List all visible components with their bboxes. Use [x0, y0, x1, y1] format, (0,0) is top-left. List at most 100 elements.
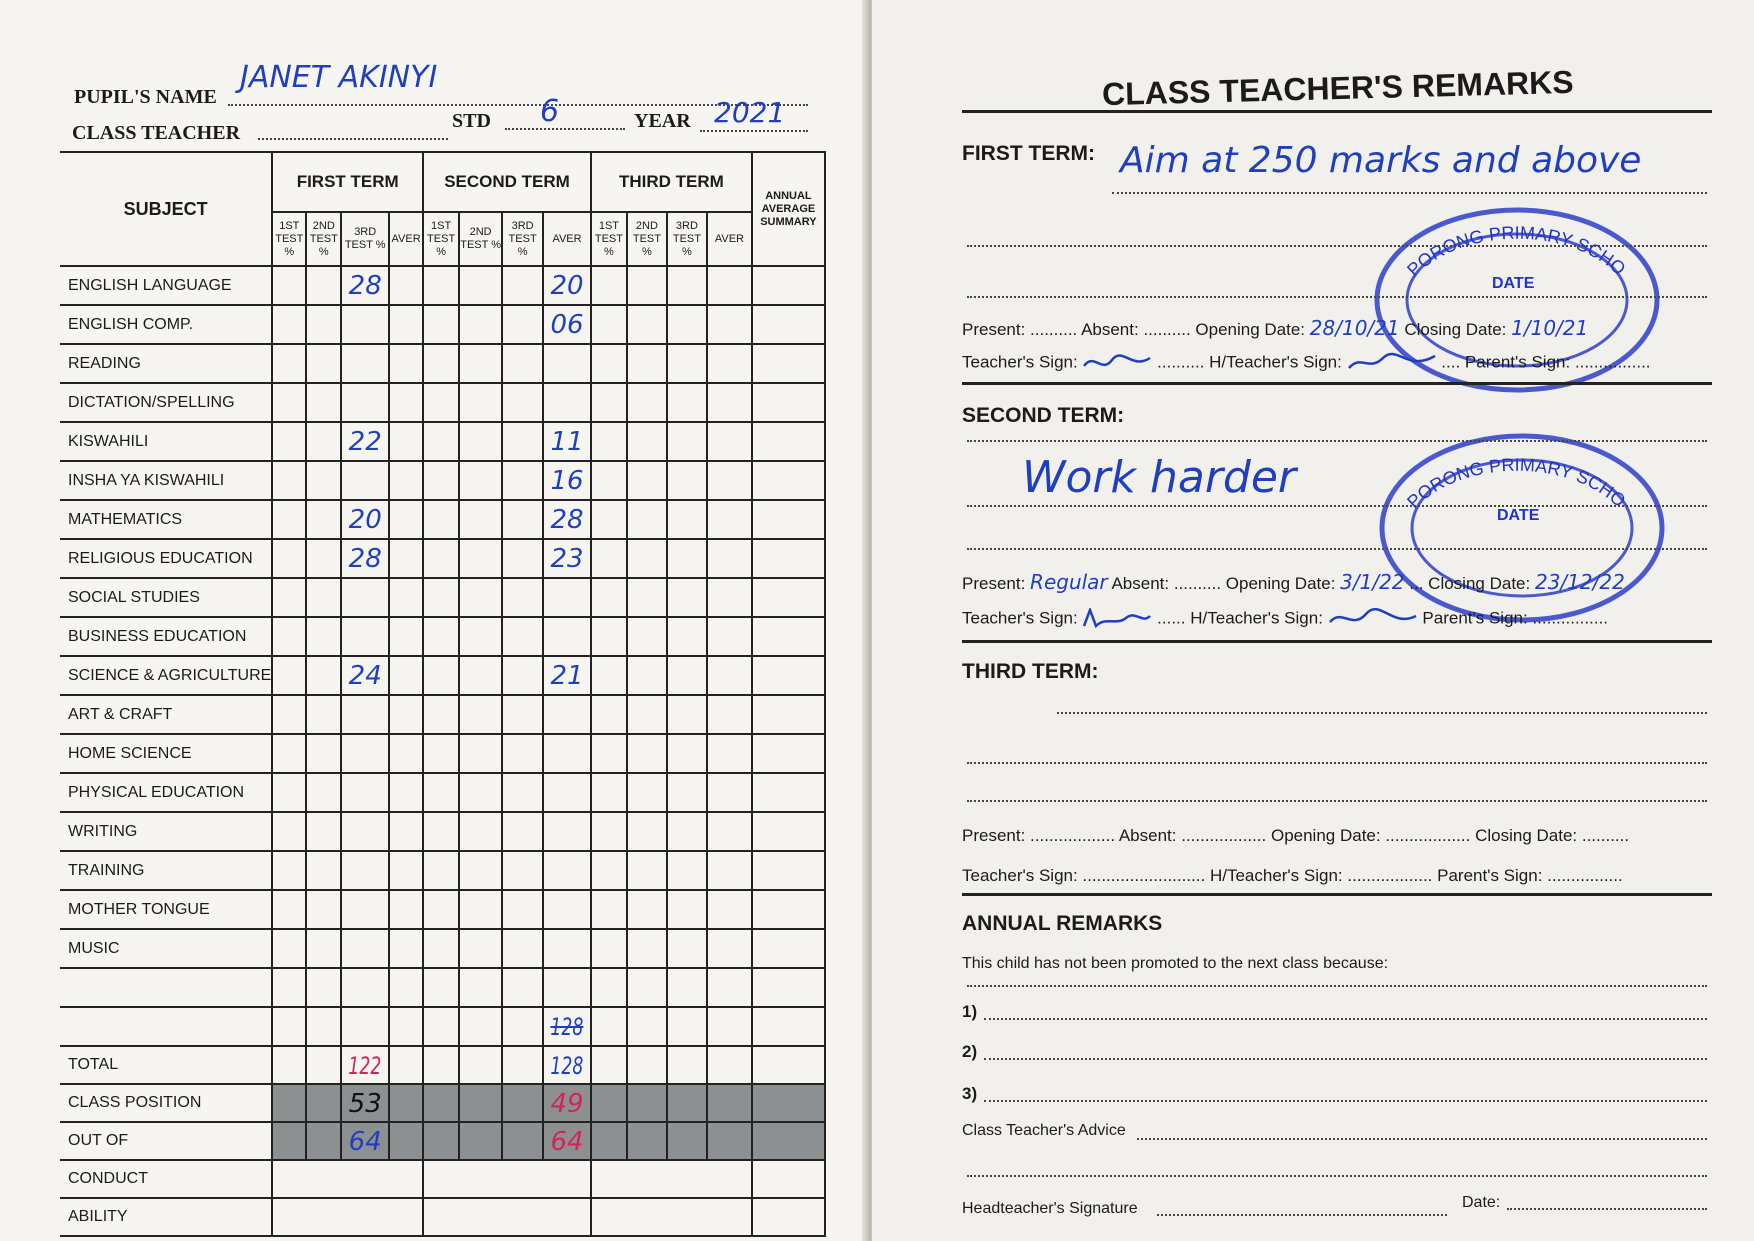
- mark-cell-t2-aver[interactable]: 23: [542, 538, 592, 579]
- mark-cell-t3-test2[interactable]: [625, 343, 668, 384]
- mark-cell-annual[interactable]: [750, 304, 826, 345]
- mark-cell-t2-test2[interactable]: [458, 382, 504, 423]
- mark-cell-t2-test2[interactable]: [458, 1121, 504, 1161]
- mark-cell-t1-test1[interactable]: [271, 889, 308, 930]
- mark-cell-t2-test3[interactable]: [501, 616, 545, 657]
- mark-cell-t1-test3[interactable]: [340, 772, 391, 813]
- mark-cell-t3-test1[interactable]: [589, 850, 628, 891]
- mark-cell-t2-test2[interactable]: [458, 967, 504, 1008]
- mark-cell-t2-aver[interactable]: 28: [542, 499, 592, 540]
- mark-cell-t1-test2[interactable]: [305, 265, 343, 306]
- mark-cell-t2-aver[interactable]: 21: [542, 655, 592, 696]
- mark-cell-t2-test3[interactable]: [501, 694, 545, 735]
- mark-cell[interactable]: [589, 1159, 753, 1199]
- mark-cell-t2-test1[interactable]: [422, 577, 461, 618]
- mark-cell-t2-test3[interactable]: [501, 1045, 545, 1085]
- mark-cell-t1-test2[interactable]: [305, 538, 343, 579]
- mark-cell-t1-aver[interactable]: [388, 733, 425, 774]
- mark-cell-t2-aver[interactable]: [542, 928, 592, 969]
- mark-cell-t1-test2[interactable]: [305, 577, 343, 618]
- mark-cell-t1-aver[interactable]: [388, 655, 425, 696]
- mark-cell-t1-aver[interactable]: [388, 265, 425, 306]
- mark-cell-t2-aver[interactable]: 128: [542, 1045, 592, 1085]
- mark-cell-t2-test1[interactable]: [422, 460, 461, 501]
- mark-cell-t2-test1[interactable]: [422, 1045, 461, 1085]
- mark-cell-t1-test1[interactable]: [271, 265, 308, 306]
- mark-cell-annual[interactable]: [750, 655, 826, 696]
- mark-cell-t1-test3[interactable]: 122: [340, 1045, 391, 1085]
- mark-cell-t3-test2[interactable]: [625, 655, 668, 696]
- mark-cell-t1-test1[interactable]: [271, 577, 308, 618]
- mark-cell-t1-test2[interactable]: [305, 499, 343, 540]
- mark-cell-annual[interactable]: [750, 382, 826, 423]
- mark-cell-t3-test1[interactable]: [589, 1083, 628, 1123]
- mark-cell-t1-aver[interactable]: [388, 577, 425, 618]
- mark-cell-t3-test1[interactable]: [589, 616, 628, 657]
- mark-cell-t2-test3[interactable]: [501, 655, 545, 696]
- mark-cell-t2-test1[interactable]: [422, 1121, 461, 1161]
- mark-cell-t3-aver[interactable]: [705, 811, 753, 852]
- mark-cell-t1-aver[interactable]: [388, 1045, 425, 1085]
- mark-cell-t3-test3[interactable]: [665, 1121, 708, 1161]
- mark-cell-t1-test1[interactable]: [271, 460, 308, 501]
- mark-cell-t3-test1[interactable]: [589, 967, 628, 1008]
- mark-cell-t3-test2[interactable]: [625, 889, 668, 930]
- mark-cell-annual[interactable]: [750, 577, 826, 618]
- mark-cell-t1-test3[interactable]: [340, 1006, 391, 1047]
- mark-cell-t3-test3[interactable]: [665, 577, 708, 618]
- mark-cell-t1-aver[interactable]: [388, 1083, 425, 1123]
- mark-cell-t3-test3[interactable]: [665, 265, 708, 306]
- mark-cell-annual[interactable]: [750, 538, 826, 579]
- mark-cell-t1-aver[interactable]: [388, 1006, 425, 1047]
- mark-cell-t3-test1[interactable]: [589, 889, 628, 930]
- mark-cell-t3-test3[interactable]: [665, 967, 708, 1008]
- mark-cell-t1-aver[interactable]: [388, 850, 425, 891]
- mark-cell-annual[interactable]: [750, 928, 826, 969]
- mark-cell-t1-test3[interactable]: 24: [340, 655, 391, 696]
- mark-cell[interactable]: [422, 1197, 592, 1237]
- mark-cell-t1-test2[interactable]: [305, 1121, 343, 1161]
- mark-cell-t3-test2[interactable]: [625, 967, 668, 1008]
- mark-cell-t3-test2[interactable]: [625, 460, 668, 501]
- mark-cell-t1-test2[interactable]: [305, 967, 343, 1008]
- mark-cell-t1-aver[interactable]: [388, 1121, 425, 1161]
- mark-cell-t3-test1[interactable]: [589, 811, 628, 852]
- mark-cell-t1-test3[interactable]: 53: [340, 1083, 391, 1123]
- mark-cell-t2-aver[interactable]: 49: [542, 1083, 592, 1123]
- mark-cell-t1-test1[interactable]: [271, 304, 308, 345]
- mark-cell-t1-test3[interactable]: [340, 304, 391, 345]
- mark-cell-t3-aver[interactable]: [705, 850, 753, 891]
- mark-cell-annual[interactable]: [750, 694, 826, 735]
- mark-cell-t1-test2[interactable]: [305, 304, 343, 345]
- mark-cell-t1-aver[interactable]: [388, 928, 425, 969]
- mark-cell-t3-test3[interactable]: [665, 499, 708, 540]
- mark-cell-annual[interactable]: [750, 772, 826, 813]
- mark-cell-t1-test1[interactable]: [271, 1006, 308, 1047]
- mark-cell-t3-test1[interactable]: [589, 421, 628, 462]
- mark-cell-t2-aver[interactable]: 11: [542, 421, 592, 462]
- mark-cell-t2-test2[interactable]: [458, 811, 504, 852]
- mark-cell-t1-test1[interactable]: [271, 655, 308, 696]
- mark-cell-t3-test2[interactable]: [625, 733, 668, 774]
- mark-cell-t2-aver[interactable]: [542, 811, 592, 852]
- mark-cell-t3-test2[interactable]: [625, 499, 668, 540]
- mark-cell-t2-aver[interactable]: [542, 772, 592, 813]
- mark-cell-t3-test1[interactable]: [589, 928, 628, 969]
- mark-cell-t1-test1[interactable]: [271, 1083, 308, 1123]
- mark-cell-t1-test1[interactable]: [271, 538, 308, 579]
- mark-cell-t2-test3[interactable]: [501, 460, 545, 501]
- mark-cell-t2-test1[interactable]: [422, 889, 461, 930]
- mark-cell-t1-test1[interactable]: [271, 694, 308, 735]
- mark-cell-t2-test1[interactable]: [422, 343, 461, 384]
- mark-cell-t3-aver[interactable]: [705, 616, 753, 657]
- mark-cell-t3-aver[interactable]: [705, 577, 753, 618]
- mark-cell-t1-test2[interactable]: [305, 382, 343, 423]
- mark-cell-annual[interactable]: [750, 265, 826, 306]
- mark-cell-t3-test2[interactable]: [625, 304, 668, 345]
- mark-cell-t2-test3[interactable]: [501, 811, 545, 852]
- mark-cell-t2-test1[interactable]: [422, 850, 461, 891]
- mark-cell-t3-test2[interactable]: [625, 421, 668, 462]
- mark-cell-t2-aver[interactable]: [542, 850, 592, 891]
- mark-cell-t3-aver[interactable]: [705, 772, 753, 813]
- mark-cell-t3-test3[interactable]: [665, 889, 708, 930]
